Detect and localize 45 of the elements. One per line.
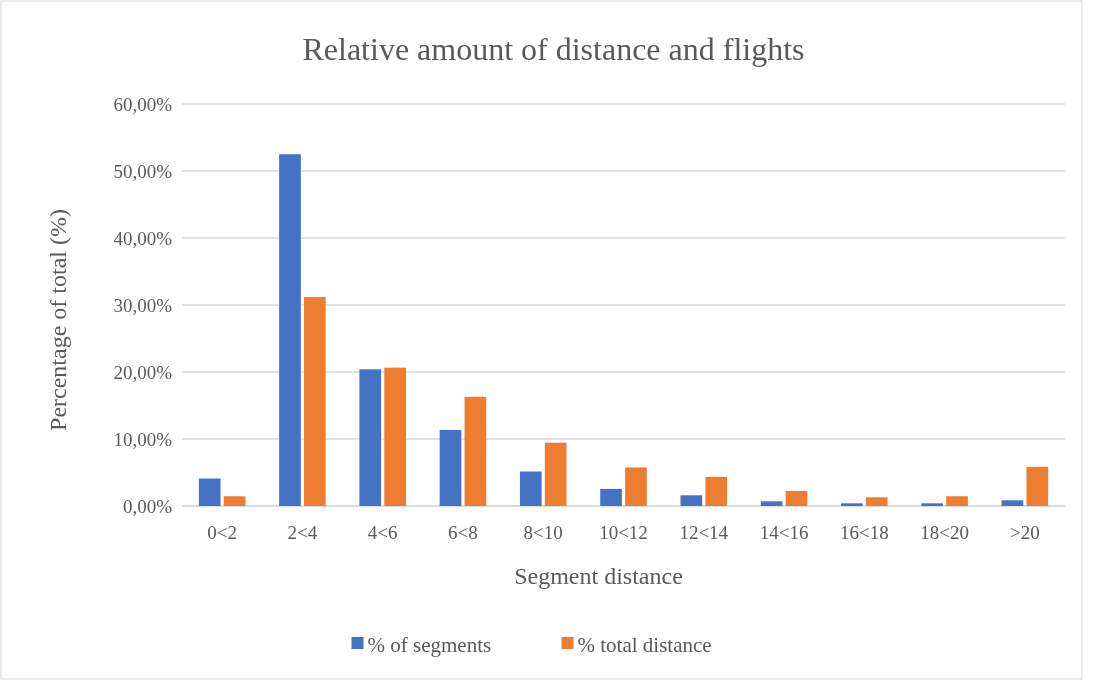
x-tick-label: 2<4 [287,522,318,543]
x-tick-label: 4<6 [367,522,398,543]
x-tick-label: 6<8 [448,522,478,543]
x-tick-label: 8<10 [523,522,563,543]
bar [680,495,703,506]
bar [865,497,888,506]
bar [359,369,382,506]
bar [1026,466,1049,506]
legend-label: % of segments [367,633,492,658]
bar [946,496,968,506]
bar [464,396,487,506]
bar [519,471,542,506]
y-tick-label: 40,00% [113,227,173,249]
x-tick-label: 16<18 [839,522,889,543]
bar [760,501,783,506]
bar [544,442,567,506]
bar [625,467,647,506]
legend-label: % total distance [577,633,712,658]
x-tick-label: >20 [1010,522,1040,543]
x-tick-label: 14<16 [759,522,809,543]
x-axis-title: Segment distance [514,563,683,589]
bar [841,503,863,506]
bar [279,154,301,506]
bar [198,478,221,506]
bar [921,503,943,506]
x-tick-label: 12<14 [679,522,729,543]
x-tick-label: 0<2 [207,522,237,543]
bar [705,476,728,506]
bar [600,488,622,506]
bar [1001,500,1024,506]
y-tick-label: 10,00% [113,428,173,450]
bar [384,367,406,506]
bar [223,496,246,506]
y-axis-title: Percentage of total (%) [45,209,71,431]
bar [785,490,808,506]
bar [439,429,462,506]
bar [304,296,326,506]
chart-title: Relative amount of distance and flights [302,31,805,67]
x-tick-label: 10<12 [599,522,648,543]
x-tick-label: 18<20 [920,522,969,543]
y-tick-label: 20,00% [113,361,173,383]
y-tick-label: 30,00% [113,294,173,316]
y-tick-label: 50,00% [113,160,173,182]
y-tick-label: 0,00% [122,495,173,517]
y-tick-label: 60,00% [113,93,173,115]
